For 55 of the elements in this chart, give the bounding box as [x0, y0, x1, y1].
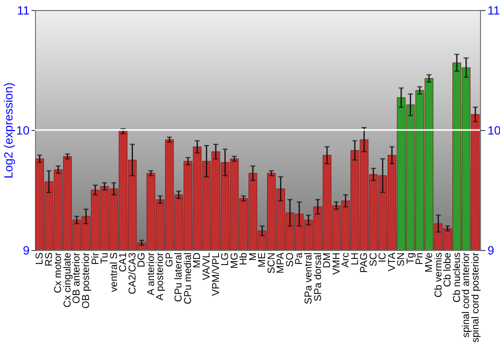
x-tick-label: VPM/VPL: [210, 252, 222, 296]
y-tick-label: 10: [16, 124, 30, 138]
x-tick-label: SO: [284, 252, 296, 267]
x-tick-label: A posterior: [155, 252, 166, 300]
x-tick-label: SN: [396, 252, 408, 266]
x-tick-label: CA2/CA3: [127, 252, 138, 294]
x-tick-label: SPa dorsal: [312, 252, 324, 302]
x-tick-label: Cb lobe: [442, 252, 454, 287]
x-tick-label: spinal cord posterior: [470, 252, 482, 343]
x-tick-label: CA1: [118, 252, 130, 272]
x-tick-label: Pir: [90, 252, 102, 265]
x-tick-label: RS: [44, 252, 55, 266]
x-tick-label: MD: [192, 252, 204, 268]
y2-tick-label: 10: [488, 124, 500, 138]
x-tick-label: CPu lateral: [174, 252, 185, 302]
y-tick-label: 11: [17, 4, 30, 18]
x-tick-label: SCN: [266, 252, 278, 274]
x-tick-label: ventral S: [108, 252, 120, 292]
x-tick-label: ME: [257, 252, 268, 268]
x-tick-label: Hb: [238, 252, 250, 266]
x-tick-label: Tg: [405, 252, 416, 264]
x-tick-label: DM: [322, 252, 334, 268]
y-axis-title: Log2 (expression): [2, 82, 16, 179]
x-tick-label: Cb vermis: [433, 252, 444, 298]
x-tick-label: LS: [34, 252, 46, 265]
x-tick-label: OB anterior: [72, 252, 83, 304]
x-tick-label: Tu: [100, 252, 111, 264]
x-tick-label: VMH: [331, 252, 342, 275]
x-tick-label: MVe: [424, 252, 436, 273]
x-tick-label: OB posterior: [80, 252, 92, 309]
x-tick-label: GP: [164, 252, 176, 267]
x-tick-label: LH: [350, 252, 361, 266]
x-tick-label: Pa: [294, 252, 306, 265]
x-tick-label: spinal cord anterior: [461, 252, 472, 338]
x-tick-label: PAG: [359, 252, 370, 273]
x-tick-label: IC: [378, 252, 389, 262]
x-tick-label: Arc: [340, 252, 352, 268]
x-tick-label: Cx motor: [53, 252, 64, 294]
x-tick-label: Pn: [414, 252, 426, 265]
y2-tick-label: 9: [488, 244, 494, 258]
y2-tick-label: 11: [488, 4, 500, 18]
x-tick-label: MG: [229, 252, 240, 269]
x-tick-label: CPu medial: [182, 252, 194, 304]
x-tick-label: M: [248, 252, 259, 261]
x-tick-label: DG: [136, 252, 148, 268]
y-tick-label: 9: [22, 244, 30, 258]
x-tick-label: MPA: [276, 252, 287, 274]
x-tick-label: SC: [368, 252, 380, 266]
x-tick-label: Cx cingulate: [62, 252, 74, 308]
x-tick-label: A anterior: [146, 252, 157, 296]
x-tick-label: VA/VL: [202, 252, 213, 280]
x-tick-label: Cb nucleus: [452, 252, 463, 303]
x-tick-label: VTA: [386, 252, 398, 272]
x-tick-label: SPa ventral: [303, 252, 314, 304]
x-tick-label: LG: [220, 252, 232, 266]
